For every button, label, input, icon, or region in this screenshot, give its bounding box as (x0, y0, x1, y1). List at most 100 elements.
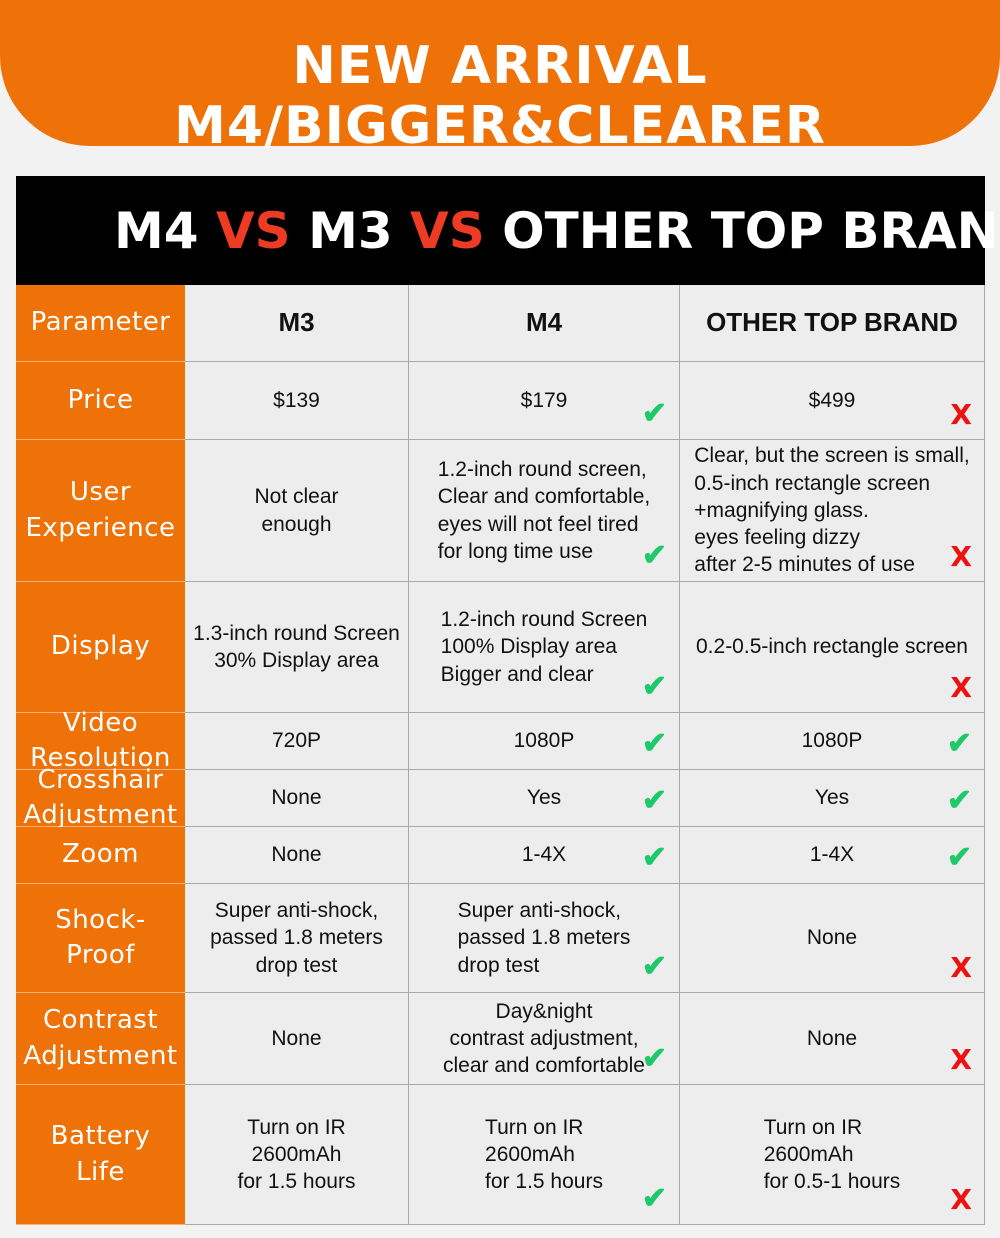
m4-cell: Turn on IR 2600mAh for 1.5 hours ✔ (409, 1085, 680, 1225)
m4-cell-text: 1.2-inch round screen, Clear and comfort… (437, 457, 651, 563)
other-cell-text: 1080P (801, 729, 863, 753)
x-icon: X (950, 951, 972, 984)
check-icon: ✔ (946, 784, 972, 817)
m3-cell-text: 1.3-inch round Screen 30% Display area (193, 621, 400, 672)
m3-cell: None (185, 770, 409, 827)
other-cell-text: 1-4X (809, 843, 855, 867)
check-icon: ✔ (641, 1182, 667, 1215)
m4-cell-text: 1.2-inch round Screen 100% Display area … (440, 608, 648, 686)
other-cell-text: Turn on IR 2600mAh for 0.5-1 hours (763, 1115, 901, 1194)
check-icon: ✔ (946, 841, 972, 874)
other-cell: $499 X (680, 362, 985, 440)
other-cell: Clear, but the screen is small, 0.5-inch… (680, 440, 985, 582)
other-cell-text: 0.2-0.5-inch rectangle screen (696, 635, 968, 659)
m3-cell-text: Not clear enough (254, 485, 339, 536)
m4-cell-text: Day&night contrast adjustment, clear and… (443, 999, 645, 1078)
m3-cell-text: None (271, 1026, 322, 1050)
comparison-heading: M4 VS M3 VS OTHER TOP BRAND (16, 176, 1000, 285)
param-cell: User Experience (16, 440, 185, 582)
m3-cell-text: $139 (273, 388, 320, 412)
param-cell-text: Crosshair Adjustment (23, 764, 178, 830)
other-cell: 0.2-0.5-inch rectangle screen X (680, 582, 985, 713)
other-cell: 1080P ✔ (680, 713, 985, 770)
other-cell-text: None (806, 1026, 858, 1050)
other-cell: None X (680, 884, 985, 993)
check-icon: ✔ (946, 727, 972, 760)
m3-cell-text: Super anti-shock, passed 1.8 meters drop… (210, 899, 383, 977)
m4-cell-text: $179 (520, 388, 568, 412)
x-icon: X (950, 398, 972, 431)
heading-other: OTHER TOP BRAND (484, 201, 1000, 260)
param-cell-text: Price (67, 384, 134, 415)
param-cell: Price (16, 362, 185, 440)
header-other-brand-text: OTHER TOP BRAND (706, 307, 958, 338)
check-icon: ✔ (641, 727, 667, 760)
m4-cell: 1-4X ✔ (409, 827, 680, 884)
m4-cell: Yes ✔ (409, 770, 680, 827)
m3-cell-text: None (271, 786, 322, 810)
other-cell: Turn on IR 2600mAh for 0.5-1 hours X (680, 1085, 985, 1225)
check-icon: ✔ (641, 1042, 667, 1075)
m3-cell: Turn on IR 2600mAh for 1.5 hours (185, 1085, 409, 1225)
param-cell: Shock-Proof (16, 884, 185, 993)
header-other-brand: OTHER TOP BRAND (680, 285, 985, 362)
m3-cell: None (185, 827, 409, 884)
param-cell: Contrast Adjustment (16, 993, 185, 1085)
comparison-table: Parameter M3 M4 OTHER TOP BRAND Price $139 $17… (16, 285, 985, 1225)
m3-cell-text: Turn on IR 2600mAh for 1.5 hours (237, 1115, 356, 1194)
x-icon: X (950, 671, 972, 704)
top-banner: NEW ARRIVAL M4/BIGGER&CLEARER (0, 0, 1000, 156)
param-cell-text: Shock-Proof (55, 904, 146, 970)
m4-cell: $179 ✔ (409, 362, 680, 440)
heading-vs: VS (215, 201, 291, 260)
m4-cell: Super anti-shock, passed 1.8 meters drop… (409, 884, 680, 993)
m4-cell-text: Super anti-shock, passed 1.8 meters drop… (457, 899, 631, 977)
header-m4: M4 (409, 285, 680, 362)
m3-cell-text: 720P (271, 729, 322, 753)
param-cell-text: Display (50, 631, 151, 662)
m4-cell-text: Yes (526, 786, 562, 810)
heading-m3: M3 (290, 201, 411, 260)
param-cell-text: User Experience (25, 477, 176, 543)
m3-cell: Super anti-shock, passed 1.8 meters drop… (185, 884, 409, 993)
other-cell-text: Yes (814, 786, 850, 810)
heading-vs: VS (410, 201, 485, 260)
param-cell-text: Video Resolution (30, 707, 171, 773)
x-icon: X (950, 1043, 972, 1076)
other-cell: None X (680, 993, 985, 1085)
m4-cell: 1.2-inch round Screen 100% Display area … (409, 582, 680, 713)
param-cell: Video Resolution (16, 708, 185, 773)
x-icon: X (950, 540, 972, 573)
banner-title: NEW ARRIVAL M4/BIGGER&CLEARER (174, 36, 826, 156)
m4-cell: Day&night contrast adjustment, clear and… (409, 993, 680, 1085)
check-icon: ✔ (641, 539, 667, 572)
m4-cell: 1.2-inch round screen, Clear and comfort… (409, 440, 680, 582)
m4-cell-text: 1080P (513, 729, 575, 753)
param-cell-text: Zoom (62, 839, 139, 870)
other-cell-text: $499 (808, 388, 856, 412)
param-cell-text: Battery Life (50, 1121, 151, 1187)
m3-cell: None (185, 993, 409, 1085)
check-icon: ✔ (641, 841, 667, 874)
header-parameter-text: Parameter (30, 307, 171, 338)
m3-cell: Not clear enough (185, 440, 409, 582)
check-icon: ✔ (641, 784, 667, 817)
check-icon: ✔ (641, 950, 667, 983)
header-m4-text: M4 (525, 307, 563, 338)
header-parameter: Parameter (16, 285, 185, 362)
other-cell: 1-4X ✔ (680, 827, 985, 884)
m4-cell-text: 1-4X (521, 843, 567, 867)
header-m3-text: M3 (278, 307, 315, 338)
param-cell: Zoom (16, 827, 185, 884)
param-cell: Display (16, 582, 185, 713)
other-cell-text: None (806, 926, 858, 950)
header-m3: M3 (185, 285, 409, 362)
m3-cell-text: None (271, 843, 322, 867)
other-cell-text: Clear, but the screen is small, 0.5-inch… (694, 444, 970, 577)
m4-cell: 1080P ✔ (409, 713, 680, 770)
m3-cell: 1.3-inch round Screen 30% Display area (185, 582, 409, 713)
m4-cell-text: Turn on IR 2600mAh for 1.5 hours (485, 1115, 603, 1194)
param-cell-text: Contrast Adjustment (23, 1005, 178, 1071)
m3-cell: 720P (185, 713, 409, 770)
other-cell: Yes ✔ (680, 770, 985, 827)
